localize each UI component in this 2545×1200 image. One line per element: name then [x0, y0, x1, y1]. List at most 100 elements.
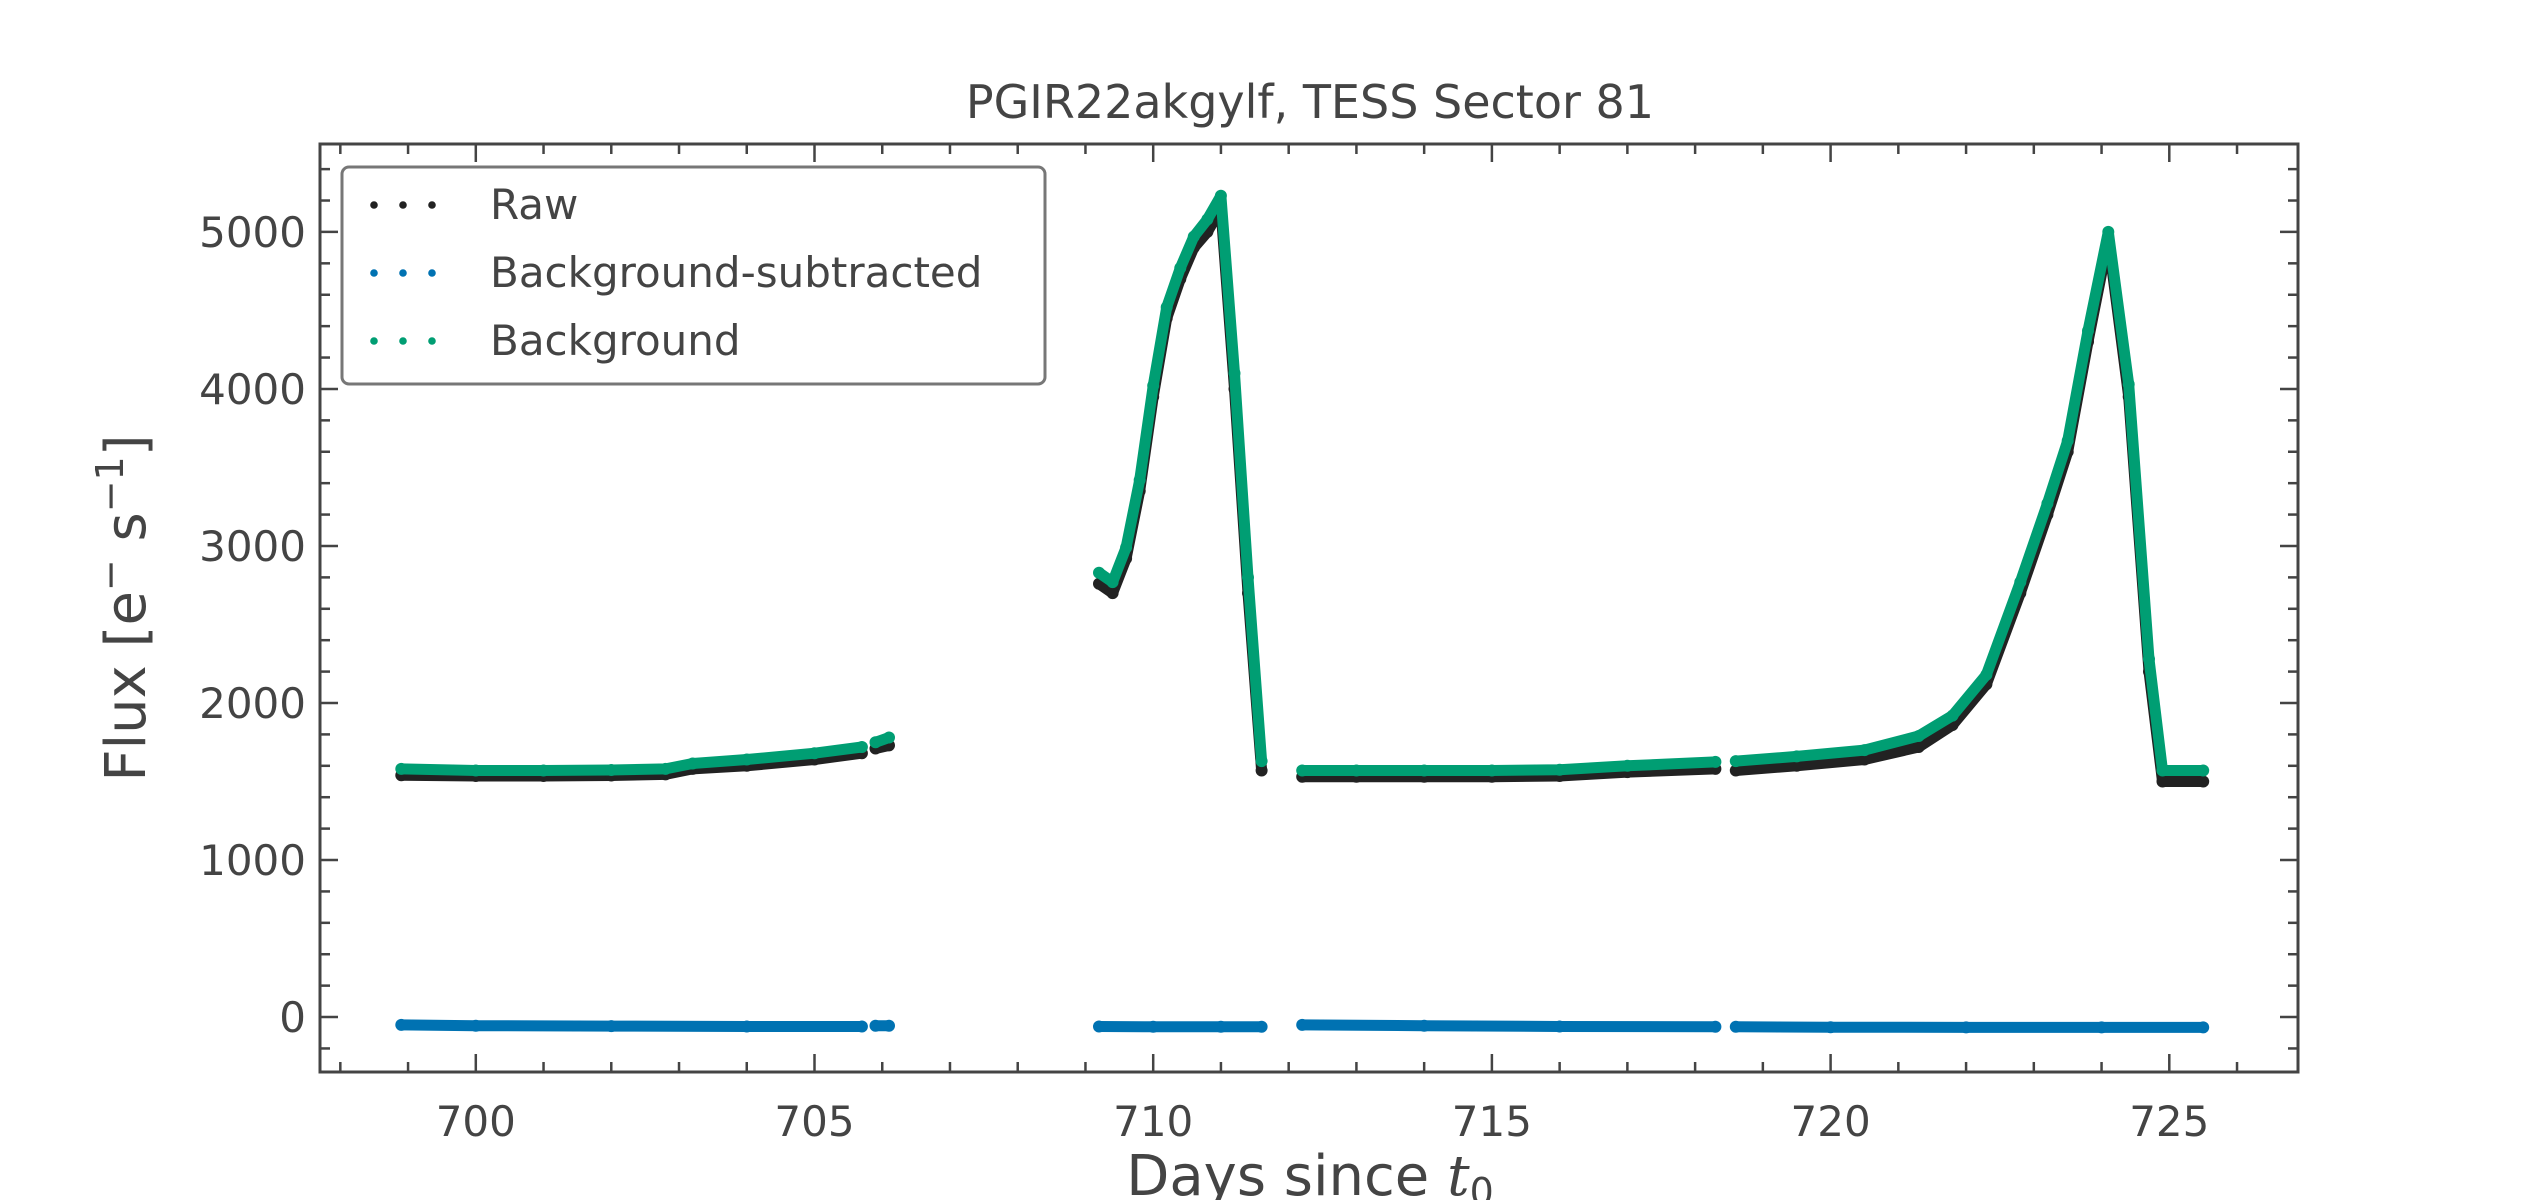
- data-point-background: [1174, 262, 1187, 274]
- legend-label-background: Background: [490, 316, 741, 365]
- series-segment-background-subtracted: [1296, 1019, 1721, 1033]
- series-segment-background: [1296, 756, 1721, 776]
- data-point-background: [395, 762, 408, 775]
- data-point-background: [1187, 230, 1200, 243]
- legend-box: [340, 165, 1047, 386]
- data-point-background: [1946, 709, 1959, 722]
- legend-marker-background-subtracted: [428, 269, 436, 277]
- data-point-background-subtracted: [1418, 1019, 1431, 1032]
- data-point-raw: [1912, 741, 1925, 753]
- data-point-raw: [1106, 587, 1119, 600]
- legend-marker-background: [370, 337, 378, 345]
- data-point-background: [1980, 668, 1993, 681]
- data-point-background: [740, 753, 753, 766]
- data-point-raw: [2156, 775, 2169, 788]
- data-point-background-subtracted: [2095, 1021, 2108, 1034]
- data-point-background-subtracted: [1709, 1020, 1722, 1033]
- data-point-background-subtracted: [1093, 1020, 1105, 1033]
- y-axis-label: Flux [e− s−1]: [88, 434, 159, 781]
- y-tick-label: 3000: [199, 522, 306, 571]
- data-point-background: [1160, 301, 1173, 314]
- data-point-background-subtracted: [855, 1020, 868, 1033]
- x-tick-label: 705: [774, 1097, 854, 1146]
- legend: Raw Background-subtracted Background: [340, 165, 1047, 386]
- legend-marker-raw: [399, 201, 407, 209]
- data-point-background: [537, 764, 550, 777]
- legend-marker-background-subtracted: [370, 269, 378, 277]
- legend-marker-raw: [428, 201, 436, 209]
- data-point-background-subtracted: [1255, 1020, 1268, 1033]
- y-tick-label: 1000: [199, 836, 306, 885]
- data-point-background-subtracted: [395, 1018, 408, 1031]
- data-point-background-subtracted: [469, 1019, 482, 1032]
- legend-marker-background-subtracted: [399, 269, 407, 277]
- y-tick-label: 2000: [199, 679, 306, 728]
- y-tick-label: 0: [279, 993, 306, 1042]
- data-point-background: [2156, 764, 2169, 777]
- legend-marker-background: [399, 337, 407, 345]
- data-point-background: [1106, 576, 1119, 589]
- data-point-background: [1858, 744, 1871, 757]
- y-tick-label: 4000: [199, 365, 306, 414]
- data-point-background: [2014, 576, 2027, 589]
- data-point-background: [2143, 653, 2155, 665]
- data-point-background: [1214, 189, 1227, 202]
- data-point-background: [659, 762, 672, 775]
- series-segment-background: [1730, 226, 2209, 776]
- data-point-background: [1133, 474, 1146, 486]
- data-point-background: [2197, 764, 2210, 777]
- data-point-background: [2041, 497, 2054, 510]
- data-point-background-subtracted: [1147, 1020, 1160, 1033]
- data-point-background-subtracted: [869, 1019, 882, 1032]
- data-point-background: [1912, 730, 1925, 742]
- series-segment-background: [1093, 190, 1268, 767]
- data-point-background: [883, 731, 895, 744]
- legend-label-background-subtracted: Background-subtracted: [490, 248, 982, 297]
- data-point-background-subtracted: [740, 1020, 753, 1033]
- data-point-background-subtracted: [1214, 1020, 1227, 1033]
- x-axis: 700 705 710 715 720 725: [339, 144, 2239, 1146]
- data-point-background: [1553, 763, 1566, 776]
- data-point-raw: [1790, 759, 1803, 772]
- x-tick-label: 700: [436, 1097, 516, 1146]
- data-point-background: [1296, 764, 1309, 777]
- legend-item-background: Background: [370, 316, 741, 365]
- y-axis: 0 1000 2000 3000 4000 5000: [199, 167, 2298, 1050]
- series-layer: [395, 189, 2210, 1034]
- data-point-background: [2061, 434, 2074, 447]
- data-point-background: [1485, 764, 1498, 777]
- chart-title: PGIR22akgylf, TESS Sector 81: [966, 75, 1654, 129]
- data-point-background-subtracted: [605, 1020, 618, 1033]
- data-point-background: [1350, 764, 1363, 777]
- legend-item-background-subtracted: Background-subtracted: [370, 248, 982, 297]
- data-point-background: [2122, 378, 2135, 391]
- data-point-background-subtracted: [1553, 1020, 1566, 1033]
- data-point-background-subtracted: [2197, 1021, 2210, 1034]
- data-point-background: [1790, 750, 1803, 763]
- legend-marker-background: [428, 337, 436, 345]
- x-tick-label: 720: [1791, 1097, 1871, 1146]
- data-point-background: [1201, 213, 1214, 226]
- data-point-raw: [1729, 764, 1742, 777]
- data-point-background: [808, 747, 821, 760]
- data-point-background: [1093, 566, 1105, 579]
- data-point-background: [1228, 367, 1241, 380]
- data-point-background: [869, 736, 882, 749]
- x-axis-label: Days since t0: [1126, 1144, 1494, 1200]
- legend-marker-raw: [370, 201, 378, 209]
- data-point-background-subtracted: [1824, 1021, 1837, 1034]
- x-tick-label: 715: [1452, 1097, 1532, 1146]
- legend-item-raw: Raw: [370, 180, 578, 229]
- data-point-background: [1729, 755, 1742, 768]
- data-point-background: [2102, 225, 2115, 238]
- data-point-background: [1147, 379, 1160, 392]
- data-point-raw: [1858, 753, 1871, 766]
- data-point-background: [1418, 764, 1431, 777]
- data-point-background: [1709, 755, 1722, 768]
- data-point-raw: [2197, 775, 2210, 788]
- data-point-background: [855, 741, 868, 753]
- data-point-raw: [1255, 764, 1268, 777]
- data-point-background: [686, 757, 699, 770]
- data-point-background: [605, 764, 618, 776]
